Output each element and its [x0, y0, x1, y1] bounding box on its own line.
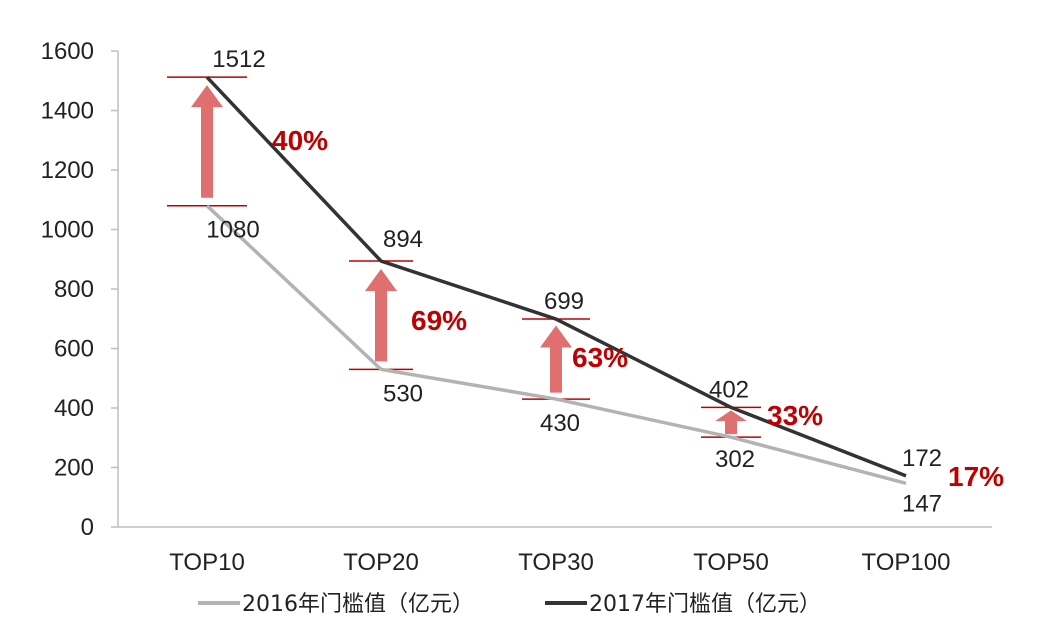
legend-label-2016: 2016年门槛值（亿元）	[242, 592, 474, 617]
data-label-2017: 699	[544, 288, 584, 315]
growth-percent-label: 63%	[572, 342, 628, 373]
data-label-2016: 430	[540, 410, 580, 437]
axes: 0 200 400 600 800 1000 1200 1400 1600 TOP10 TOP20 T…	[41, 38, 992, 576]
growth-percent-label: 17%	[948, 461, 1004, 492]
growth-percent-label: 33%	[767, 400, 823, 431]
growth-percent-label: 69%	[411, 305, 467, 336]
data-label-2016: 302	[715, 446, 755, 473]
data-label-2017: 894	[383, 226, 423, 253]
data-label-2017: 172	[902, 445, 942, 472]
data-label-2017: 1512	[212, 46, 265, 73]
data-label-2017: 402	[709, 376, 749, 403]
y-tick-label: 600	[54, 336, 94, 363]
growth-arrow	[365, 269, 397, 362]
growth-percent-label: 40%	[272, 125, 328, 156]
data-label-2016: 1080	[206, 217, 259, 244]
y-tick-label: 1400	[41, 98, 94, 125]
x-tick-label: TOP20	[343, 549, 419, 576]
legend: 2016年门槛值（亿元） 2017年门槛值（亿元）	[198, 592, 821, 617]
x-tick-label: TOP100	[862, 549, 951, 576]
growth-arrow	[191, 85, 223, 198]
x-tick-label: TOP30	[518, 549, 594, 576]
y-tick-label: 400	[54, 395, 94, 422]
x-tick-label: TOP50	[693, 549, 769, 576]
y-tick-label: 1000	[41, 217, 94, 244]
growth-arrow	[715, 410, 747, 435]
y-tick-label: 1600	[41, 38, 94, 65]
data-labels: 1512 894 699 402 172 1080 530 430 302 147 40% 69% 63…	[206, 46, 1004, 517]
series-line-2017	[205, 75, 907, 478]
y-tick-label: 800	[54, 276, 94, 303]
y-tick-label: 1200	[41, 157, 94, 184]
x-tick-label: TOP10	[169, 549, 245, 576]
series-line-2016	[205, 204, 907, 485]
growth-arrow	[540, 325, 572, 393]
data-label-2016: 147	[902, 490, 942, 517]
data-label-2016: 530	[383, 380, 423, 407]
legend-label-2017: 2017年门槛值（亿元）	[589, 592, 821, 617]
y-tick-label: 0	[81, 514, 94, 541]
y-tick-label: 200	[54, 455, 94, 482]
series-lines	[205, 75, 907, 485]
